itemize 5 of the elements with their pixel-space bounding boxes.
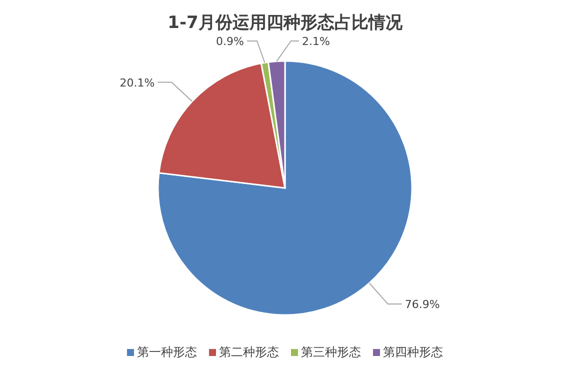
title: 1-7月份运用四种形态占比情况 — [168, 13, 402, 33]
legend-label: 第四种形态 — [383, 345, 443, 359]
legend-label: 第一种形态 — [137, 345, 197, 359]
legend-label: 第三种形态 — [301, 345, 361, 359]
legend-label: 第二种形态 — [219, 345, 279, 359]
